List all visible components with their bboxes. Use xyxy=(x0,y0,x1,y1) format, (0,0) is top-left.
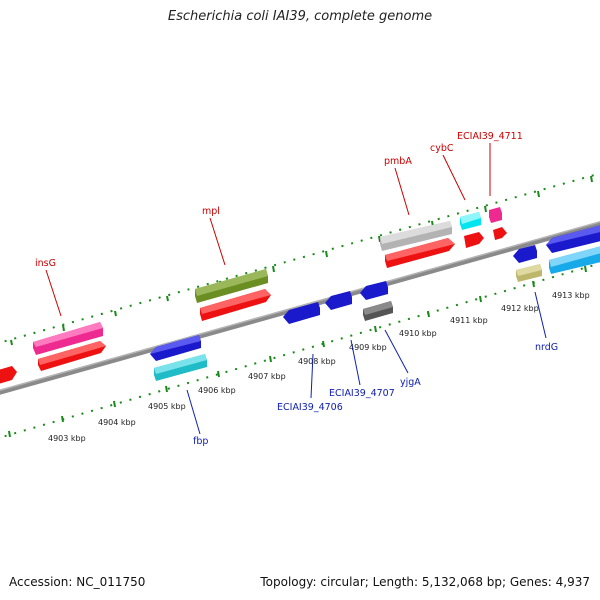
leader-line xyxy=(45,269,62,317)
upper-major-tick xyxy=(62,324,65,332)
scale-label: 4910 kbp xyxy=(399,329,437,338)
reverse-features xyxy=(150,225,600,381)
gene-arrow-shade xyxy=(546,225,600,245)
lower-major-tick xyxy=(217,370,220,378)
lower-major-tick xyxy=(479,295,482,303)
lower-major-tick xyxy=(427,310,430,318)
leader-line xyxy=(394,167,410,216)
gene-arrow-shade xyxy=(200,289,271,314)
gene-block-shade xyxy=(380,221,452,244)
scale-label: 4905 kbp xyxy=(148,402,186,411)
reverse-labels: fbp ECIAI39_4706 ECIAI39_4707 yjgA nrdG xyxy=(193,342,558,447)
gene-block-shade xyxy=(460,212,481,224)
upper-major-tick xyxy=(325,250,328,258)
leader-line xyxy=(534,291,547,339)
gene-arrow xyxy=(464,232,484,248)
scale-label: 4904 kbp xyxy=(98,418,136,427)
backbone-highlight xyxy=(0,221,600,391)
leader-line xyxy=(442,154,466,201)
scale-labels: 4903 kbp 4904 kbp 4905 kbp 4906 kbp 4907… xyxy=(48,291,590,443)
lower-major-tick xyxy=(165,385,168,393)
gene-arrow xyxy=(493,227,507,240)
upper-major-tick xyxy=(590,175,593,183)
upper-major-tick xyxy=(166,295,169,302)
gene-arrow xyxy=(513,245,537,263)
scale-label: 4908 kbp xyxy=(298,357,336,366)
gene-arrow xyxy=(283,302,320,324)
gene-label-nrdG: nrdG xyxy=(535,342,558,353)
gene-block-shade xyxy=(549,246,600,267)
lower-major-tick xyxy=(113,400,116,408)
forward-label-leaders xyxy=(45,143,491,317)
gene-label-ECIAI39_4706: ECIAI39_4706 xyxy=(277,402,343,413)
lower-major-tick xyxy=(322,340,325,348)
scale-label: 4909 kbp xyxy=(349,343,387,352)
gene-block-shade xyxy=(516,264,542,276)
gene-block-shade xyxy=(154,354,207,374)
leader-line xyxy=(186,389,201,435)
lower-scale-major-ticks xyxy=(8,265,587,438)
gene-label-cybC: cybC xyxy=(430,143,454,154)
map-title: Escherichia coli IAI39, complete genome xyxy=(167,9,433,24)
lower-major-tick xyxy=(532,280,535,288)
gene-block xyxy=(0,366,17,384)
gene-label-insG: insG xyxy=(35,258,56,269)
upper-major-tick xyxy=(114,310,117,317)
gene-label-ECIAI39_4711: ECIAI39_4711 xyxy=(457,131,523,142)
gene-label-mpl: mpl xyxy=(202,206,220,217)
scale-label: 4912 kbp xyxy=(501,304,539,313)
leader-line xyxy=(209,217,226,266)
gene-block-shade xyxy=(33,322,103,347)
lower-major-tick xyxy=(8,430,11,438)
accession-text: Accession: NC_011750 xyxy=(9,575,146,589)
gene-block xyxy=(489,207,502,223)
scale-label: 4911 kbp xyxy=(450,316,488,325)
reverse-label-leaders xyxy=(186,291,547,435)
leader-line xyxy=(384,329,409,374)
gene-arrow-shade xyxy=(385,238,455,261)
scale-label: 4906 kbp xyxy=(198,386,236,395)
gene-arrow-shade xyxy=(38,341,106,365)
upper-major-tick xyxy=(537,190,540,198)
leader-line xyxy=(310,353,314,399)
upper-major-tick xyxy=(378,235,381,243)
forward-features xyxy=(0,207,507,384)
gene-arrow xyxy=(360,281,388,300)
gene-block-shade xyxy=(195,269,268,296)
forward-labels: insG mpl pmbA cybC ECIAI39_4711 xyxy=(35,131,523,269)
lower-major-tick xyxy=(61,415,64,423)
lower-major-tick xyxy=(584,265,587,273)
gene-label-ECIAI39_4707: ECIAI39_4707 xyxy=(329,388,395,399)
upper-major-tick xyxy=(484,205,487,213)
lower-major-tick xyxy=(269,355,272,363)
gene-block-shade xyxy=(363,301,393,315)
lower-major-tick xyxy=(374,325,377,333)
genome-summary-text: Topology: circular; Length: 5,132,068 bp… xyxy=(260,575,590,589)
upper-major-tick xyxy=(10,339,13,346)
scale-label: 4903 kbp xyxy=(48,434,86,443)
gene-label-fbp: fbp xyxy=(193,436,208,447)
gene-arrow xyxy=(325,291,352,310)
leader-line xyxy=(350,339,361,386)
scale-label: 4913 kbp xyxy=(552,291,590,300)
upper-major-tick xyxy=(272,265,275,273)
scale-label: 4907 kbp xyxy=(248,372,286,381)
gene-label-yjgA: yjgA xyxy=(400,377,421,388)
gene-arrow-shade xyxy=(150,335,201,354)
gene-label-pmbA: pmbA xyxy=(384,156,412,167)
